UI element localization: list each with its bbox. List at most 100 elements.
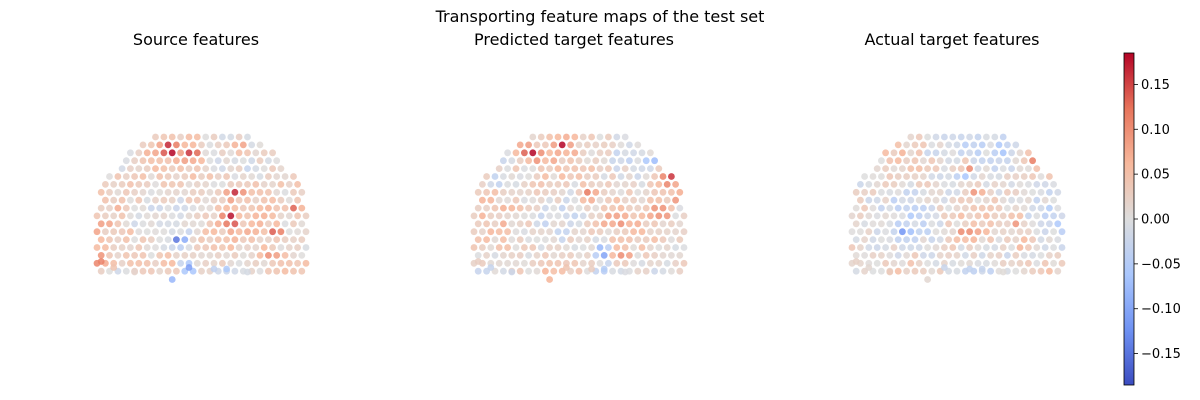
feature-point xyxy=(143,165,151,173)
panel-source-features: Source features xyxy=(93,30,310,283)
feature-point xyxy=(600,141,608,149)
feature-point xyxy=(512,149,520,157)
feature-point xyxy=(550,188,558,196)
feature-point xyxy=(260,181,268,188)
feature-point xyxy=(655,165,663,173)
feature-point xyxy=(1033,259,1041,267)
feature-point xyxy=(999,196,1007,204)
feature-point xyxy=(920,173,927,180)
feature-point xyxy=(546,276,553,283)
feature-point xyxy=(613,259,621,267)
feature-point xyxy=(966,228,973,236)
feature-point xyxy=(118,181,126,188)
feature-point xyxy=(878,157,885,165)
feature-point xyxy=(479,244,486,251)
feature-point xyxy=(928,157,936,165)
feature-point xyxy=(294,228,301,236)
feature-point xyxy=(290,252,297,259)
feature-point xyxy=(131,188,139,196)
feature-point xyxy=(899,212,906,220)
feature-point xyxy=(953,188,961,196)
feature-point xyxy=(202,149,210,157)
feature-point xyxy=(609,157,616,165)
feature-point xyxy=(269,165,276,173)
feature-point xyxy=(970,188,978,196)
feature-point xyxy=(638,228,646,236)
feature-point xyxy=(579,196,587,204)
feature-point xyxy=(945,141,952,149)
feature-point xyxy=(231,252,239,259)
feature-point xyxy=(525,204,532,212)
feature-point xyxy=(152,244,159,251)
feature-point xyxy=(1008,228,1015,236)
feature-point xyxy=(899,181,906,188)
feature-point xyxy=(114,236,122,244)
feature-point xyxy=(1054,252,1062,259)
feature-point xyxy=(949,244,957,251)
feature-point xyxy=(483,252,490,259)
feature-point xyxy=(135,244,143,251)
feature-point xyxy=(521,181,528,188)
feature-point xyxy=(206,204,214,212)
feature-point xyxy=(110,196,118,204)
feature-point xyxy=(1033,244,1041,251)
feature-point xyxy=(915,181,923,188)
feature-point xyxy=(491,204,499,212)
colorbar-gradient xyxy=(1123,52,1135,386)
feature-point xyxy=(613,244,621,251)
feature-point xyxy=(894,141,902,149)
feature-point xyxy=(139,188,147,196)
feature-point xyxy=(903,173,910,180)
feature-point xyxy=(953,267,961,275)
feature-point xyxy=(999,165,1007,173)
feature-point xyxy=(97,258,105,265)
feature-point xyxy=(970,252,978,259)
feature-point xyxy=(600,265,608,273)
feature-point xyxy=(894,157,902,165)
feature-point xyxy=(907,165,915,173)
feature-point xyxy=(588,212,595,220)
feature-point xyxy=(861,173,868,180)
feature-point xyxy=(659,220,667,228)
feature-point xyxy=(978,252,986,259)
feature-point xyxy=(269,196,276,204)
feature-point xyxy=(269,244,276,251)
feature-point xyxy=(160,133,168,141)
feature-point xyxy=(995,220,1003,228)
feature-point xyxy=(584,252,591,259)
feature-point xyxy=(525,236,532,244)
feature-point xyxy=(966,133,973,141)
feature-point xyxy=(630,165,637,173)
feature-point xyxy=(164,236,172,244)
feature-point xyxy=(642,204,650,212)
feature-point xyxy=(932,133,940,141)
feature-point xyxy=(957,228,965,236)
feature-point xyxy=(1004,157,1011,165)
feature-point xyxy=(915,165,923,173)
feature-point xyxy=(1041,259,1049,267)
feature-point xyxy=(600,204,608,212)
feature-point xyxy=(873,165,881,173)
feature-point xyxy=(1037,204,1045,212)
feature-point xyxy=(248,141,256,149)
feature-point xyxy=(915,133,923,141)
feature-point xyxy=(483,236,490,244)
feature-point xyxy=(924,133,931,141)
feature-point xyxy=(579,165,587,173)
feature-point xyxy=(256,141,264,149)
feature-point xyxy=(219,212,226,220)
feature-point xyxy=(223,204,231,212)
feature-point xyxy=(516,220,524,228)
feature-point xyxy=(269,259,276,267)
panel-actual-target-features: Actual target features xyxy=(848,30,1066,283)
feature-point xyxy=(668,236,675,244)
feature-point xyxy=(949,181,957,188)
feature-point xyxy=(974,149,982,157)
feature-point xyxy=(869,236,877,244)
feature-point xyxy=(584,220,591,228)
feature-point xyxy=(663,181,671,188)
feature-point xyxy=(915,259,923,267)
feature-point xyxy=(214,252,222,259)
feature-point xyxy=(126,259,134,267)
feature-point xyxy=(1025,228,1032,236)
